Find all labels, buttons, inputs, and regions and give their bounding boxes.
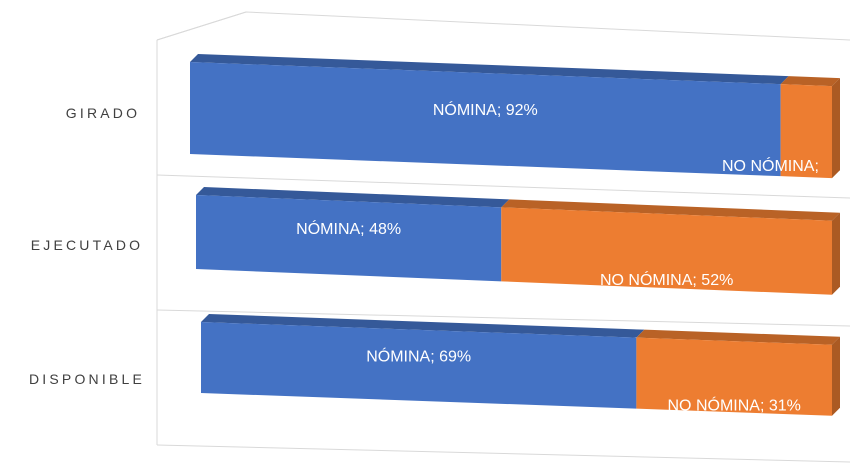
grid-line <box>156 309 851 327</box>
data-label: NÓMINA; 69% <box>366 346 471 365</box>
category-label-disponible: DISPONIBLE <box>29 371 145 387</box>
bar-segment-no-nómina <box>501 207 832 295</box>
bar-segment-nómina <box>201 322 637 409</box>
grid-line <box>156 11 851 41</box>
bar-segment-no-nómina <box>780 84 832 179</box>
bar-segment-nómina <box>190 62 781 177</box>
bar-top-face <box>201 314 645 338</box>
data-label: NO NÓMINA; <box>722 156 819 175</box>
bars-layer: NÓMINA; 92% NO NÓMINA; NÓMINA; 48% NO NÓMIN… <box>190 54 840 416</box>
grid-line <box>156 444 851 463</box>
bar-top-face <box>501 199 840 221</box>
category-label-ejecutado: EJECUTADO <box>31 237 144 253</box>
category-labels: GIRADO EJECUTADO DISPONIBLE <box>29 105 145 387</box>
data-label: NÓMINA; 92% <box>433 100 538 119</box>
data-label: NO NÓMINA; 52% <box>600 270 733 289</box>
data-label: NO NÓMINA; 31% <box>668 396 801 415</box>
bar-side-face <box>832 212 840 295</box>
bar-top-face <box>780 76 840 87</box>
category-label-girado: GIRADO <box>66 105 140 121</box>
bar-side-face <box>832 78 840 179</box>
bar-top-face <box>636 329 840 345</box>
bar-segment-nómina <box>196 195 502 282</box>
bar-top-face <box>190 54 789 85</box>
bar-segment-no-nómina <box>636 337 832 416</box>
bar-top-face <box>196 187 510 208</box>
data-label: NÓMINA; 48% <box>296 219 401 238</box>
grid-line <box>156 174 851 199</box>
bar-side-face <box>832 336 840 416</box>
